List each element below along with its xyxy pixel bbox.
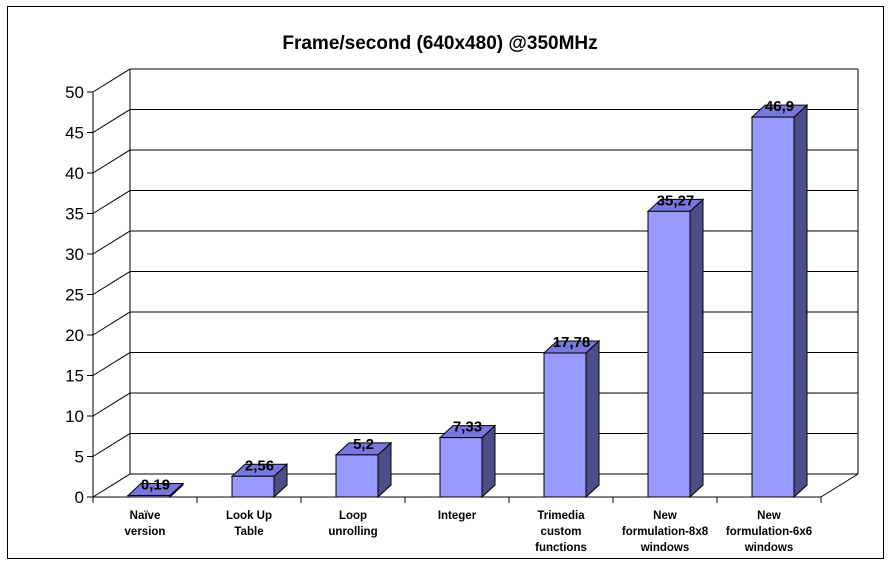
y-tick-label: 15 bbox=[65, 367, 84, 386]
category-label-line: New bbox=[757, 510, 781, 522]
data-label: 17,78 bbox=[553, 334, 591, 351]
y-tick-label: 35 bbox=[65, 205, 84, 224]
category-label: New formulation-6x6 windows bbox=[726, 510, 812, 554]
y-tick-label: 30 bbox=[65, 245, 84, 264]
y-tick-label: 5 bbox=[75, 448, 84, 467]
bar-chart: Frame/second (640x480) @350MHz 0 5 10 15 20 2… bbox=[65, 33, 859, 554]
bar bbox=[230, 463, 289, 499]
bar-front-face bbox=[647, 210, 691, 498]
bar-front-face bbox=[335, 454, 379, 498]
category-label-line: New bbox=[653, 510, 677, 522]
category-label-line: version bbox=[125, 526, 166, 538]
bar bbox=[334, 441, 393, 499]
category-label: Naïve version bbox=[125, 510, 166, 538]
bar bbox=[646, 198, 705, 499]
y-tick-label: 10 bbox=[65, 407, 84, 426]
gridline-side bbox=[92, 433, 131, 457]
bar-front-face bbox=[127, 494, 171, 498]
category-label-line: Integer bbox=[438, 510, 477, 522]
data-label: 2,56 bbox=[245, 457, 274, 474]
category-label-line: formulation-8x8 bbox=[622, 526, 709, 538]
bar bbox=[126, 482, 185, 499]
chart-frame: Frame/second (640x480) @350MHz 0 5 10 15 20 2… bbox=[7, 6, 884, 559]
gridline-side bbox=[92, 230, 131, 255]
category-label: Trimedia custom functions bbox=[535, 510, 587, 554]
data-label: 0,19 bbox=[141, 476, 170, 493]
data-label: 7,33 bbox=[453, 419, 482, 436]
category-label-line: Trimedia bbox=[537, 510, 585, 522]
category-label-line: Naïve bbox=[130, 510, 161, 522]
gridline-side bbox=[92, 311, 131, 336]
gridline-side bbox=[92, 109, 131, 133]
bar-front-face bbox=[231, 475, 275, 498]
category-label: Loop unrolling bbox=[328, 510, 377, 538]
category-label-line: windows bbox=[640, 542, 690, 554]
bar bbox=[542, 339, 601, 499]
category-label: Look Up Table bbox=[226, 510, 272, 538]
category-label-line: functions bbox=[535, 542, 587, 554]
y-axis-ticks: 0 5 10 15 20 25 30 35 40 45 50 bbox=[65, 83, 84, 507]
gridline-side bbox=[92, 271, 131, 295]
category-label-line: unrolling bbox=[328, 526, 377, 538]
bar-front-face bbox=[439, 437, 483, 498]
category-label-line: formulation-6x6 bbox=[726, 526, 812, 538]
gridline-side bbox=[92, 352, 131, 376]
category-label-line: custom bbox=[541, 526, 582, 538]
floor-edge bbox=[820, 473, 859, 498]
category-label: Integer bbox=[438, 510, 477, 522]
data-labels: 0,19 2,56 5,2 7,33 17,78 35,27 46,9 bbox=[141, 98, 794, 493]
gridline-side bbox=[92, 68, 131, 93]
grid-layer bbox=[87, 68, 859, 503]
category-label-line: Table bbox=[234, 526, 263, 538]
data-label: 46,9 bbox=[765, 98, 794, 115]
bar bbox=[750, 103, 809, 499]
bar-front-face bbox=[751, 116, 795, 498]
gridline-side bbox=[92, 392, 131, 417]
y-tick-label: 0 bbox=[75, 488, 84, 507]
bar-side-face bbox=[585, 339, 600, 499]
gridline-side bbox=[92, 473, 131, 498]
y-tick-label: 45 bbox=[65, 124, 84, 143]
category-labels: Naïve version Look Up Table Loop unrolling Int… bbox=[125, 510, 813, 554]
chart-title: Frame/second (640x480) @350MHz bbox=[282, 33, 597, 54]
bar-side-face bbox=[689, 198, 704, 499]
bar-side-face bbox=[793, 103, 808, 499]
bars bbox=[126, 103, 809, 499]
gridline-side bbox=[92, 149, 131, 174]
category-label-line: windows bbox=[744, 542, 794, 554]
gridline-side bbox=[92, 190, 131, 214]
category-label-line: Look Up bbox=[226, 510, 272, 522]
y-tick-label: 25 bbox=[65, 286, 84, 305]
category-label: New formulation-8x8 windows bbox=[622, 510, 709, 554]
category-label-line: Loop bbox=[339, 510, 367, 522]
data-label: 35,27 bbox=[657, 192, 695, 209]
bar-front-face bbox=[543, 352, 587, 498]
y-tick-label: 50 bbox=[65, 83, 84, 102]
y-tick-label: 20 bbox=[65, 326, 84, 345]
data-label: 5,2 bbox=[353, 436, 374, 453]
y-tick-label: 40 bbox=[65, 164, 84, 183]
bar bbox=[438, 424, 497, 499]
